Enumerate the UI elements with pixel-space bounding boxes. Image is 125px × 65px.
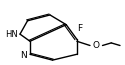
Text: N: N	[20, 51, 27, 60]
Text: F: F	[78, 24, 83, 33]
Text: O: O	[93, 41, 100, 50]
Text: HN: HN	[6, 30, 18, 39]
